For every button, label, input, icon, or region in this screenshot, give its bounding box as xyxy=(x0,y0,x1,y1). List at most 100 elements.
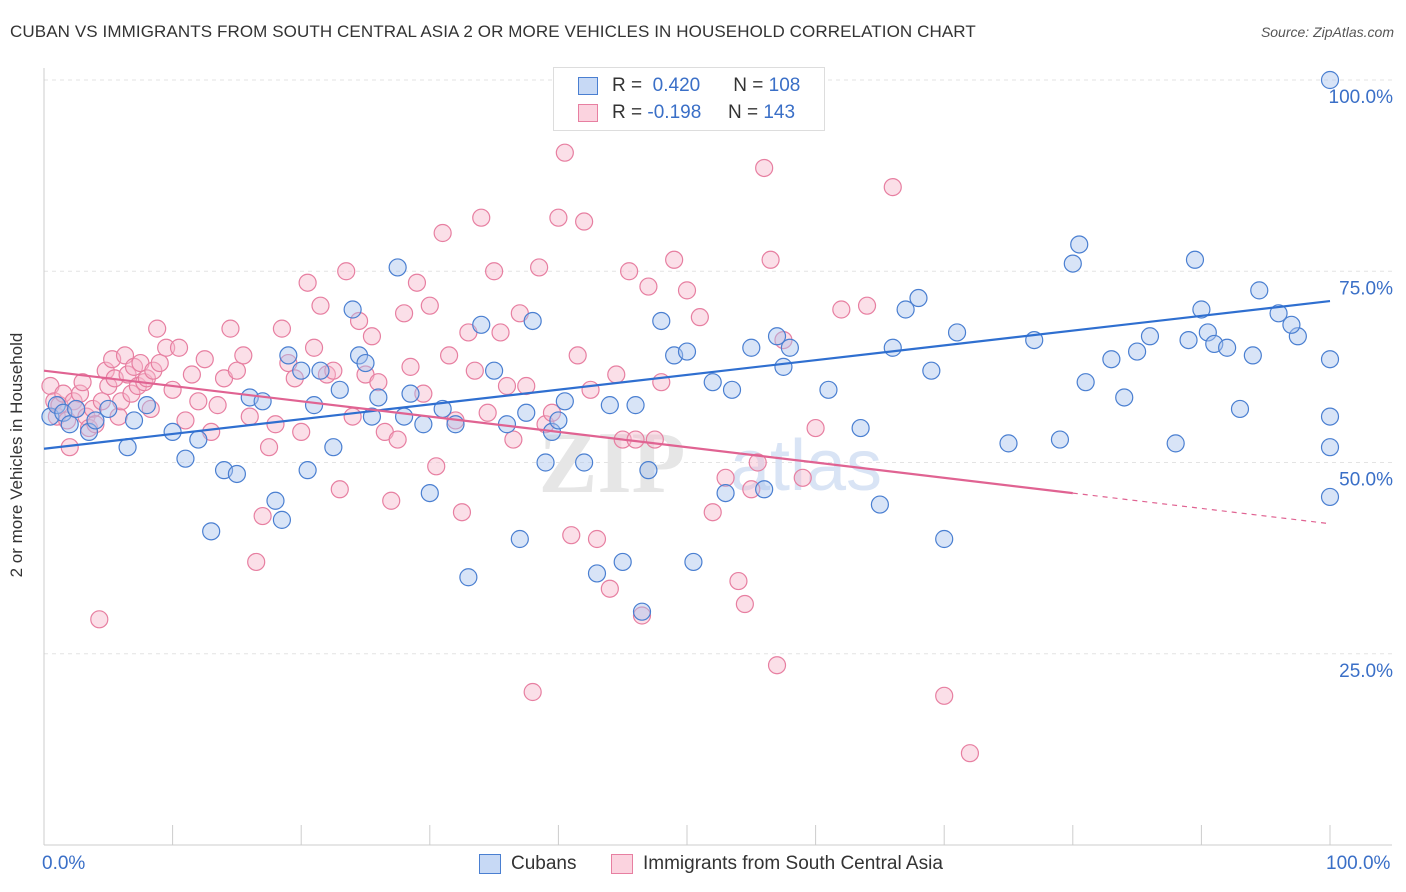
immigrants-point xyxy=(349,311,369,331)
cubans-point xyxy=(394,407,414,426)
immigrants-point xyxy=(169,338,189,357)
cubans-point xyxy=(1269,304,1288,323)
cubans-point xyxy=(343,300,362,319)
cubans-point xyxy=(742,338,761,357)
immigrants-point xyxy=(298,273,317,292)
immigrants-point xyxy=(600,579,619,598)
cubans-point xyxy=(652,311,671,331)
cubans-point xyxy=(1185,250,1205,269)
legend-n-value: 108 xyxy=(768,75,801,96)
immigrants-point xyxy=(189,392,208,411)
immigrants-point xyxy=(407,273,427,292)
immigrants-point xyxy=(555,143,574,162)
legend-r-label: R = xyxy=(612,75,643,96)
immigrants-point xyxy=(259,438,279,457)
pink-swatch-icon xyxy=(578,104,598,122)
cubans-point xyxy=(99,399,118,419)
cubans-point xyxy=(1320,487,1340,507)
cubans-point xyxy=(632,602,652,621)
immigrants-point xyxy=(427,457,446,476)
cubans-point xyxy=(369,388,388,407)
cubans-point xyxy=(86,411,105,430)
cubans-point xyxy=(324,438,343,457)
cubans-point xyxy=(1166,434,1185,453)
immigrants-point xyxy=(90,610,109,629)
immigrants-point xyxy=(690,308,709,327)
cubans-point xyxy=(935,529,954,549)
bottom-legend-label: Cubans xyxy=(511,853,577,874)
immigrants-point xyxy=(793,468,812,487)
cubans-point xyxy=(330,380,349,399)
cubans-point xyxy=(1250,281,1269,300)
cubans-point xyxy=(549,411,568,430)
cubans-point xyxy=(1102,350,1121,369)
bottom-legend-label: Immigrants from South Central Asia xyxy=(643,853,943,874)
immigrants-point xyxy=(832,300,851,319)
cubans-point xyxy=(202,522,221,541)
blue-swatch-icon xyxy=(479,854,501,874)
immigrants-point xyxy=(439,346,459,365)
cubans-point xyxy=(600,396,619,415)
cubans-point xyxy=(626,396,645,415)
cubans-point xyxy=(613,552,632,572)
immigrants-point xyxy=(478,403,497,422)
cubans-point xyxy=(137,396,156,415)
cubans-point xyxy=(1192,300,1211,319)
bottom-legend-immigrants: Immigrants from South Central Asia xyxy=(611,851,943,877)
immigrants-point xyxy=(960,744,980,763)
pink-swatch-icon xyxy=(611,854,633,874)
immigrants-point xyxy=(735,594,754,614)
cubans-point xyxy=(883,338,902,357)
cubans-point xyxy=(780,338,799,357)
immigrants-point xyxy=(755,158,774,178)
immigrants-point xyxy=(266,415,285,434)
cubans-point xyxy=(1050,430,1070,449)
cubans-point xyxy=(767,327,787,346)
immigrants-point xyxy=(530,258,549,277)
cubans-point xyxy=(909,288,928,308)
cubans-trendline xyxy=(43,299,1331,450)
y-tick-label: 100.0% xyxy=(1329,87,1394,108)
legend-r-value: 0.420 xyxy=(652,75,701,96)
immigrants-point xyxy=(607,365,626,384)
cubans-point xyxy=(510,529,529,549)
chart-source: Source: ZipAtlas.com xyxy=(1260,24,1394,40)
cubans-point xyxy=(716,484,735,503)
immigrants-point xyxy=(343,407,362,426)
immigrants-point xyxy=(575,212,594,231)
immigrants-point xyxy=(857,296,877,315)
immigrants-point xyxy=(549,208,568,227)
cubans-point xyxy=(1063,254,1082,273)
cubans-point xyxy=(947,323,967,342)
immigrants-point xyxy=(703,503,722,522)
immigrants-point xyxy=(304,338,324,357)
immigrants-point xyxy=(163,380,182,399)
immigrants-point xyxy=(247,552,266,572)
cubans-point xyxy=(677,342,697,361)
immigrants-point xyxy=(73,373,92,392)
legend-n-label: N = xyxy=(727,102,759,123)
correlation-legend: R = 0.420 N = 108 R = -0.198 N = 143 xyxy=(553,67,825,131)
legend-row-immigrants: R = -0.198 N = 143 xyxy=(578,100,795,126)
cubans-point xyxy=(722,380,742,399)
immigrants-point xyxy=(148,319,167,338)
immigrants-point xyxy=(883,178,902,197)
cubans-point xyxy=(279,346,298,365)
immigrants-point xyxy=(716,468,735,487)
cubans-point xyxy=(388,258,407,277)
immigrants-point xyxy=(632,606,652,625)
immigrants-point xyxy=(485,262,504,281)
cubans-point xyxy=(536,453,555,472)
immigrants-point xyxy=(176,411,195,430)
watermark-zip: ZIP xyxy=(539,415,686,512)
cubans-point xyxy=(684,552,703,572)
immigrants-point xyxy=(401,357,420,376)
cubans-point xyxy=(60,415,79,434)
immigrants-point xyxy=(311,296,330,315)
cubans-point xyxy=(1076,373,1095,392)
immigrants-point xyxy=(221,319,240,338)
legend-row-cubans: R = 0.420 N = 108 xyxy=(578,73,800,99)
cubans-point xyxy=(1179,331,1198,350)
immigrants-point xyxy=(70,384,90,403)
immigrants-point xyxy=(433,223,452,243)
